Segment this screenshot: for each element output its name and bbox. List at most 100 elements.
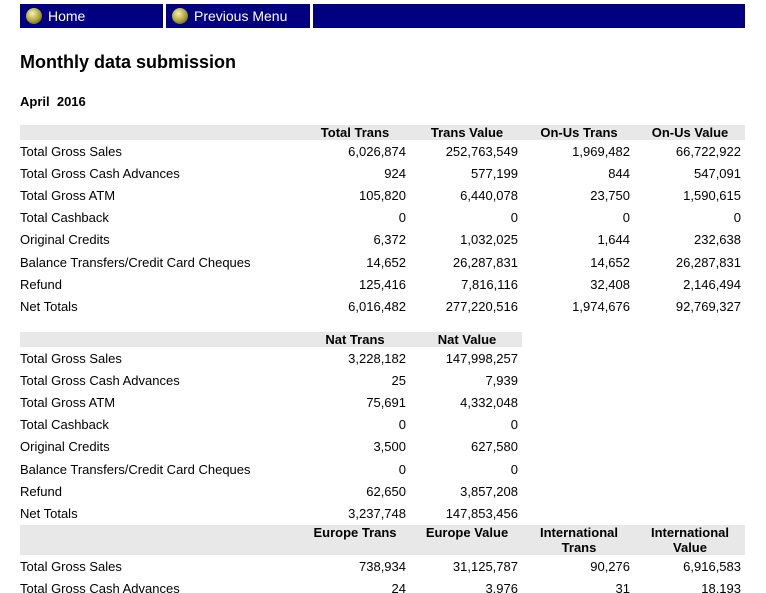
cell-value: 75,691 xyxy=(366,395,406,411)
header-text: Nat Trans xyxy=(325,332,384,347)
page-title: Monthly data submission xyxy=(20,52,236,73)
row-label: Total Cashback xyxy=(20,210,109,226)
header-text: Europe Trans xyxy=(313,525,396,555)
cell-value: 31 xyxy=(616,581,630,593)
cell-value: 6,372 xyxy=(373,232,406,248)
cell-value: 0 xyxy=(511,417,518,433)
row-label: Net Totals xyxy=(20,299,78,315)
column-header: On-Us Value xyxy=(635,125,745,140)
nav-label[interactable]: Home xyxy=(48,8,85,24)
cell-value: 577,199 xyxy=(471,166,518,182)
cell-value: 277,220,516 xyxy=(446,299,518,315)
row-label: Net Totals xyxy=(20,506,78,522)
cell-value: 6,026,874 xyxy=(348,144,406,160)
header-text: International Value xyxy=(648,525,732,555)
cell-value: 6,016,482 xyxy=(348,299,406,315)
cell-value: 25 xyxy=(392,373,406,389)
row-label: Total Gross ATM xyxy=(20,188,115,204)
cell-value: 14,652 xyxy=(590,255,630,271)
cell-value: 1,969,482 xyxy=(572,144,630,160)
cell-value: 147,998,257 xyxy=(446,351,518,367)
column-header: Europe Trans xyxy=(300,525,410,555)
row-label: Refund xyxy=(20,277,62,293)
cell-value: 31,125,787 xyxy=(453,559,518,575)
column-header: On-Us Trans xyxy=(524,125,634,140)
cell-value: 62,650 xyxy=(366,484,406,500)
column-header: Total Trans xyxy=(300,125,410,140)
cell-value: 3,976 xyxy=(485,581,518,593)
cell-value: 0 xyxy=(399,210,406,226)
cell-value: 0 xyxy=(511,462,518,478)
cell-value: 26,287,831 xyxy=(453,255,518,271)
cell-value: 3,500 xyxy=(373,439,406,455)
cell-value: 18,193 xyxy=(701,581,741,593)
header-text: On-Us Trans xyxy=(540,125,617,140)
cell-value: 125,416 xyxy=(359,277,406,293)
cell-value: 232,638 xyxy=(694,232,741,248)
cell-value: 24 xyxy=(392,581,406,593)
row-label: Total Cashback xyxy=(20,417,109,433)
row-label: Total Gross Sales xyxy=(20,144,122,160)
header-text: Trans Value xyxy=(431,125,503,140)
row-label: Original Credits xyxy=(20,439,110,455)
cell-value: 7,816,116 xyxy=(461,277,518,293)
home-button[interactable]: Home xyxy=(20,4,163,28)
header-text: International Trans xyxy=(537,525,621,555)
row-label: Total Gross Cash Advances xyxy=(20,581,180,593)
cell-value: 7,939 xyxy=(485,373,518,389)
cell-value: 3,857,208 xyxy=(460,484,518,500)
cell-value: 924 xyxy=(384,166,406,182)
header-text: On-Us Value xyxy=(652,125,729,140)
row-label: Balance Transfers/Credit Card Cheques xyxy=(20,255,251,271)
cell-value: 627,580 xyxy=(471,439,518,455)
cell-value: 6,440,078 xyxy=(460,188,518,204)
cell-value: 90,276 xyxy=(590,559,630,575)
period: April 2016 xyxy=(20,94,86,109)
cell-value: 2,146,494 xyxy=(683,277,741,293)
cell-value: 32,408 xyxy=(590,277,630,293)
header-text: Total Trans xyxy=(321,125,389,140)
row-label: Total Gross Sales xyxy=(20,559,122,575)
cell-value: 0 xyxy=(399,462,406,478)
cell-value: 0 xyxy=(511,210,518,226)
header-text: Europe Value xyxy=(426,525,508,555)
row-label: Total Gross Cash Advances xyxy=(20,166,180,182)
cell-value: 547,091 xyxy=(694,166,741,182)
cell-value: 14,652 xyxy=(366,255,406,271)
cell-value: 1,974,676 xyxy=(572,299,630,315)
row-label: Original Credits xyxy=(20,232,110,248)
nav-label[interactable]: Previous Menu xyxy=(194,8,287,24)
previous-menu-button[interactable]: Previous Menu xyxy=(166,4,310,28)
column-header: Trans Value xyxy=(412,125,522,140)
cell-value: 738,934 xyxy=(359,559,406,575)
row-label: Balance Transfers/Credit Card Cheques xyxy=(20,462,251,478)
cell-value: 252,763,549 xyxy=(446,144,518,160)
column-header: Europe Value xyxy=(412,525,522,555)
row-label: Total Gross Sales xyxy=(20,351,122,367)
cell-value: 3,228,182 xyxy=(348,351,406,367)
header-text: Nat Value xyxy=(438,332,497,347)
cell-value: 6,916,583 xyxy=(683,559,741,575)
cell-value: 26,287,831 xyxy=(676,255,741,271)
cell-value: 0 xyxy=(734,210,741,226)
cell-value: 147,853,456 xyxy=(446,506,518,522)
cell-value: 0 xyxy=(399,417,406,433)
cell-value: 1,590,615 xyxy=(683,188,741,204)
row-label: Total Gross Cash Advances xyxy=(20,373,180,389)
cell-value: 4,332,048 xyxy=(460,395,518,411)
cell-value: 844 xyxy=(608,166,630,182)
cell-value: 1,644 xyxy=(597,232,630,248)
cell-value: 0 xyxy=(623,210,630,226)
cell-value: 3,237,748 xyxy=(348,506,406,522)
row-label: Refund xyxy=(20,484,62,500)
row-label: Total Gross ATM xyxy=(20,395,115,411)
cell-value: 1,032,025 xyxy=(460,232,518,248)
cell-value: 105,820 xyxy=(359,188,406,204)
column-header: Nat Trans xyxy=(300,332,410,347)
column-header: International Value xyxy=(635,525,745,555)
cell-value: 92,769,327 xyxy=(676,299,741,315)
cell-value: 23,750 xyxy=(590,188,630,204)
cell-value: 66,722,922 xyxy=(676,144,741,160)
column-header: Nat Value xyxy=(412,332,522,347)
